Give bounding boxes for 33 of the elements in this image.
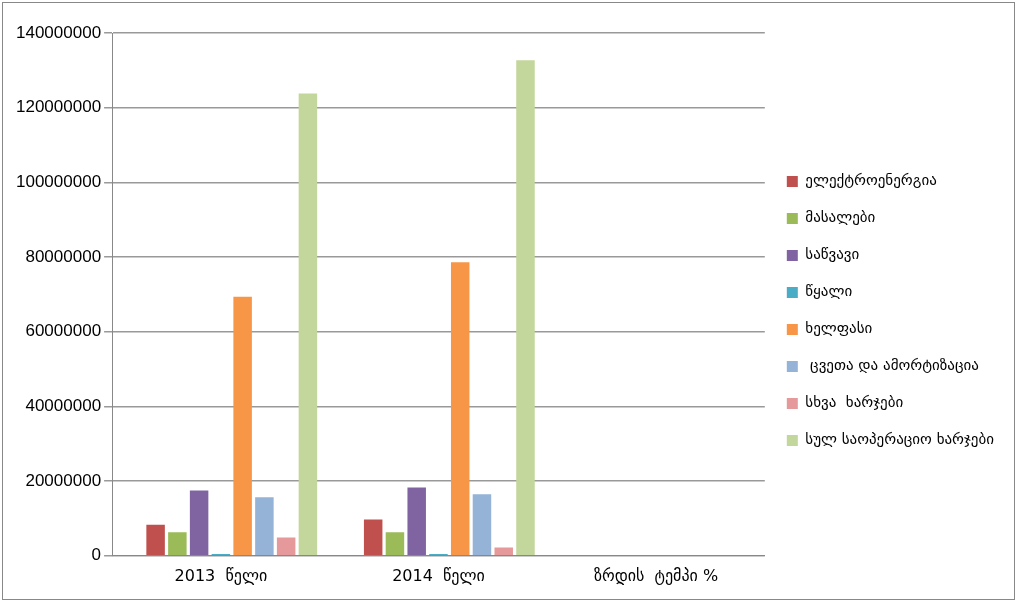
- x-tick-label: 2013 წელი: [174, 565, 268, 585]
- bar: [450, 262, 470, 556]
- bar: [363, 519, 383, 556]
- bar: [516, 60, 535, 556]
- bar: [385, 532, 405, 556]
- bar: [276, 537, 296, 556]
- bar: [255, 497, 274, 556]
- y-tick-label: 100000000: [16, 172, 102, 192]
- y-tick-label: 20000000: [25, 470, 102, 490]
- y-tick-label: 120000000: [16, 97, 102, 117]
- bar: [298, 93, 318, 556]
- bar: [407, 487, 426, 556]
- bar: [189, 490, 209, 556]
- x-tick-label: ზრდის ტემპი %: [593, 565, 719, 585]
- legend-label: ხელფასი: [805, 319, 873, 338]
- bar: [233, 296, 252, 556]
- legend-label: სულ საოპერაციო ხარჯები: [805, 430, 995, 449]
- legend-label: საწვავი: [805, 245, 860, 264]
- legend-label: წყალი: [805, 282, 853, 301]
- y-tick-label: 0: [91, 545, 102, 565]
- legend-label: ცვეთა და ამორტიზაცია: [805, 356, 979, 375]
- bar: [168, 532, 187, 556]
- y-tick-label: 140000000: [16, 22, 102, 42]
- legend-label: მასალები: [805, 208, 876, 227]
- legend-label: სხვა ხარჯები: [805, 393, 904, 412]
- y-tick-label: 60000000: [25, 321, 102, 341]
- bar: [494, 547, 513, 556]
- y-tick-label: 80000000: [25, 246, 102, 266]
- y-tick-label: 40000000: [25, 396, 102, 416]
- legend-label: ელექტროენერგია: [805, 171, 937, 190]
- bar: [146, 524, 165, 556]
- bar: [472, 494, 492, 556]
- x-tick-label: 2014 წელი: [392, 565, 485, 585]
